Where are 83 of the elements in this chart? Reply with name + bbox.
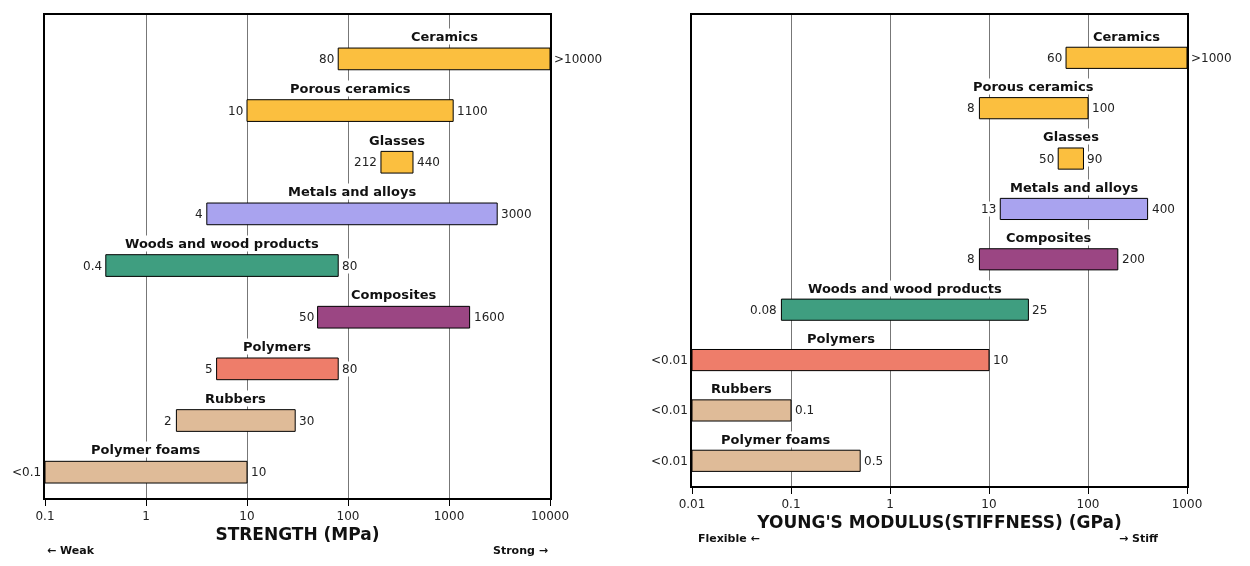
x-tick-label: 100 [1076, 497, 1100, 512]
x-tick-label: 10 [239, 509, 255, 524]
y-tick-label: Woods and wood products [808, 281, 1002, 296]
bar [780, 298, 1029, 321]
bar [206, 202, 498, 226]
bar [1057, 147, 1084, 170]
y-tick-label: Rubbers [205, 391, 267, 406]
y-tick-label: Ceramics [411, 29, 479, 44]
y-tick-label: Glasses [1043, 129, 1100, 144]
data-label: 90 [1087, 152, 1103, 166]
y-tick-label: Woods and wood products [125, 236, 319, 251]
bar [246, 99, 454, 122]
annotation: 80 [319, 52, 335, 66]
data-label: 25 [1032, 303, 1048, 317]
annotation: 8 [967, 101, 975, 115]
data-label: 400 [1152, 202, 1175, 216]
x-tick-label: 10000 [530, 509, 570, 524]
data-label: 80 [342, 259, 358, 273]
data-label: 10 [251, 465, 267, 479]
data-label: 10 [993, 353, 1009, 367]
text: Strong → [493, 544, 548, 557]
x-tick-label: 1 [886, 497, 894, 512]
data-label: 0.1 [795, 403, 815, 417]
y-tick-label: Glasses [369, 133, 426, 148]
annotation: 4 [195, 207, 203, 221]
text: Flexible ← [698, 532, 760, 545]
annotation: 50 [299, 310, 315, 324]
x-tick-label: 100 [336, 509, 360, 524]
annotation: 5 [205, 362, 213, 376]
bar [105, 254, 339, 277]
x-tick-label: 1000 [433, 509, 465, 524]
annotation: <0.01 [651, 454, 688, 468]
annotation: 60 [1047, 51, 1063, 65]
y-tick-label: Polymer foams [721, 432, 831, 447]
y-tick-label: Polymer foams [91, 442, 201, 457]
data-label: >1000 [1191, 51, 1232, 65]
y-tick-label: Porous ceramics [973, 79, 1094, 94]
annotation: 13 [981, 202, 997, 216]
data-label: >10000 [554, 52, 603, 66]
data-label: 1100 [457, 104, 488, 118]
annotation: 0.4 [83, 259, 103, 273]
y-tick-label: Composites [1006, 230, 1092, 245]
data-label: 3000 [501, 207, 532, 221]
x-axis-title: YOUNG'S MODULUS(STIFFNESS) (GPa) [756, 512, 1122, 533]
data-label: 1600 [474, 310, 505, 324]
y-tick-label: Composites [351, 287, 437, 302]
x-tick-label: 0.01 [678, 497, 706, 512]
y-tick-label: Metals and alloys [288, 184, 417, 199]
annotation: 0.08 [750, 303, 777, 317]
y-tick-label: Rubbers [711, 381, 773, 396]
x-tick-label: 1 [142, 509, 150, 524]
y-tick-label: Metals and alloys [1010, 180, 1139, 195]
annotation: 10 [228, 104, 244, 118]
y-tick-label: Porous ceramics [290, 81, 411, 96]
annotation: <0.01 [651, 353, 688, 367]
y-tick-label: Polymers [243, 339, 312, 354]
x-axis-title: STRENGTH (MPa) [215, 524, 380, 545]
data-label: 0.5 [864, 454, 884, 468]
x-tick-label: 1000 [1171, 497, 1203, 512]
data-label: 30 [299, 414, 315, 428]
bar [175, 409, 296, 432]
bar [978, 248, 1119, 271]
data-label: 200 [1122, 252, 1145, 266]
x-tick-label: 0.1 [35, 509, 55, 524]
data-label: 100 [1092, 101, 1115, 115]
x-tick-label: 0.1 [781, 497, 801, 512]
data-label: 440 [417, 155, 440, 169]
y-tick-label: Ceramics [1093, 29, 1161, 44]
annotation: 2 [164, 414, 172, 428]
data-label: 80 [342, 362, 358, 376]
y-tick-label: Polymers [807, 331, 876, 346]
bar [999, 197, 1149, 221]
annotation: 50 [1039, 152, 1055, 166]
bar [317, 305, 471, 329]
annotation: <0.01 [651, 403, 688, 417]
bar [380, 150, 414, 174]
annotation: 8 [967, 252, 975, 266]
annotation: <0.1 [12, 465, 42, 479]
bar [216, 357, 339, 381]
x-tick-label: 10 [981, 497, 997, 512]
text: → Stiff [1119, 532, 1158, 545]
text: ← Weak [47, 544, 95, 557]
annotation: 212 [354, 155, 377, 169]
